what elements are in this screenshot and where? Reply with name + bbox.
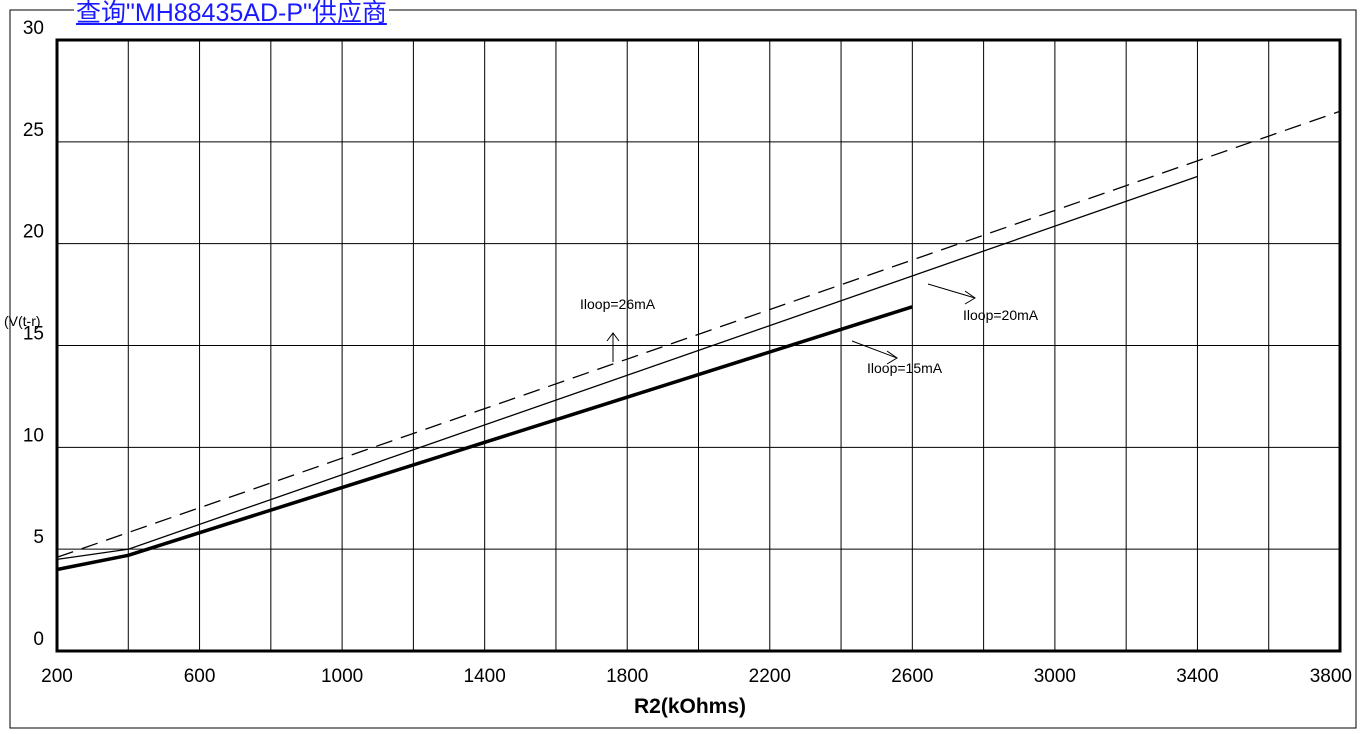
- y-axis-label: (V(t-r): [4, 313, 41, 329]
- x-tick-label: 2200: [749, 666, 791, 687]
- x-tick-label: 1800: [606, 666, 648, 687]
- y-tick-label: 15: [23, 324, 44, 345]
- x-tick-label: 2600: [891, 666, 933, 687]
- x-tick-label: 600: [184, 666, 216, 687]
- x-tick-label: 1400: [464, 666, 506, 687]
- annotation-20ma-arrow: [927, 283, 976, 299]
- annotation-15ma-arrow: [851, 340, 898, 359]
- series-line-1: [56, 110, 1341, 558]
- annotation-15ma: Iloop=15mA: [851, 340, 943, 376]
- annotation-20ma-arrowhead: [964, 290, 976, 305]
- x-tick-label: 3000: [1034, 666, 1076, 687]
- grid: [57, 40, 1340, 651]
- x-axis-label: R2(kOhms): [634, 695, 746, 718]
- annotation-20ma-label: Iloop=20mA: [963, 307, 1039, 323]
- y-tick-label: 0: [33, 629, 44, 650]
- series-line-2: [56, 175, 1198, 561]
- annotation-15ma-label: Iloop=15mA: [867, 360, 943, 376]
- y-tick-label: 20: [23, 222, 44, 243]
- x-tick-label: 200: [41, 666, 73, 687]
- series-line-3: [56, 305, 913, 572]
- y-tick-label: 5: [33, 527, 44, 548]
- annotation-26ma-label: Iloop=26mA: [580, 296, 656, 312]
- plot-area-border: [55, 38, 1342, 653]
- annotation-26ma: Iloop=26mA: [580, 296, 656, 362]
- x-tick-label: 3400: [1176, 666, 1218, 687]
- outer-border: [9, 9, 1357, 729]
- x-tick-label: 1000: [321, 666, 363, 687]
- annotation-20ma: Iloop=20mA: [927, 283, 1039, 323]
- y-tick-label: 10: [23, 425, 44, 446]
- tick-labels: 200 600 1000 1400 1800 2200 2600 3000 3400 3800 0 5…: [23, 18, 1352, 687]
- annotation-15ma-arrowhead: [886, 350, 898, 365]
- annotation-26ma-arrowhead: [606, 332, 620, 342]
- y-tick-label: 30: [23, 18, 44, 39]
- series-layer: [56, 110, 1341, 572]
- query-supplier-link[interactable]: 查询"MH88435AD-P"供应商: [74, 0, 389, 28]
- y-tick-label: 25: [23, 120, 44, 141]
- x-tick-label: 3800: [1310, 666, 1352, 687]
